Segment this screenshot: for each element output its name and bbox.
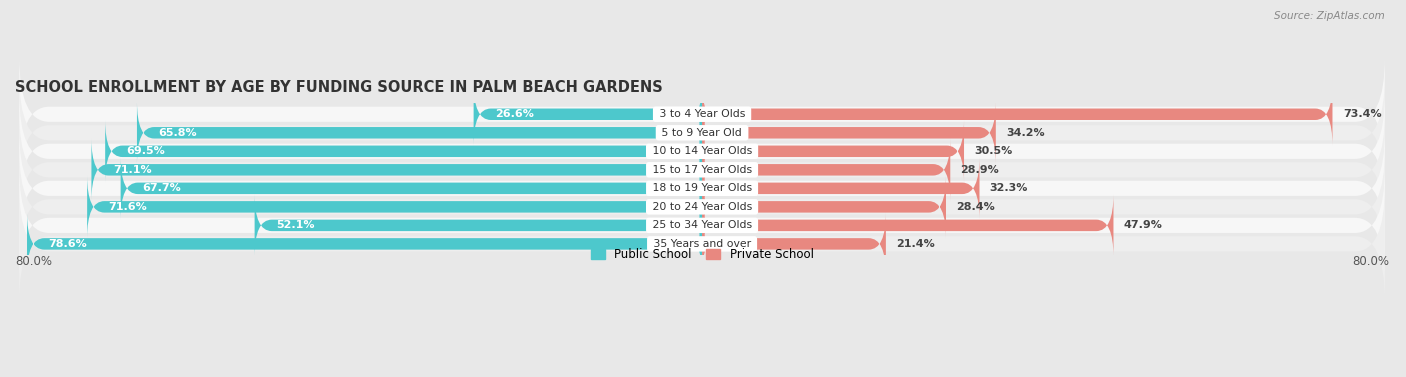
Text: 69.5%: 69.5% xyxy=(127,146,166,156)
FancyBboxPatch shape xyxy=(702,101,995,164)
Text: 73.4%: 73.4% xyxy=(1343,109,1382,119)
Text: 15 to 17 Year Olds: 15 to 17 Year Olds xyxy=(648,165,755,175)
Text: 35 Years and over: 35 Years and over xyxy=(650,239,755,249)
Text: 71.1%: 71.1% xyxy=(112,165,152,175)
Legend: Public School, Private School: Public School, Private School xyxy=(585,242,820,267)
Text: 20 to 24 Year Olds: 20 to 24 Year Olds xyxy=(648,202,755,212)
FancyBboxPatch shape xyxy=(254,194,702,257)
FancyBboxPatch shape xyxy=(91,138,702,201)
Text: 28.4%: 28.4% xyxy=(956,202,995,212)
FancyBboxPatch shape xyxy=(702,194,1114,257)
FancyBboxPatch shape xyxy=(20,113,1385,227)
Text: 67.7%: 67.7% xyxy=(142,183,181,193)
FancyBboxPatch shape xyxy=(20,131,1385,245)
FancyBboxPatch shape xyxy=(87,176,702,238)
FancyBboxPatch shape xyxy=(20,150,1385,264)
FancyBboxPatch shape xyxy=(702,176,946,238)
FancyBboxPatch shape xyxy=(20,94,1385,208)
Text: 71.6%: 71.6% xyxy=(108,202,148,212)
Text: 3 to 4 Year Olds: 3 to 4 Year Olds xyxy=(655,109,748,119)
Text: 80.0%: 80.0% xyxy=(1353,255,1389,268)
Text: 30.5%: 30.5% xyxy=(974,146,1012,156)
Text: 34.2%: 34.2% xyxy=(1007,128,1045,138)
Text: 28.9%: 28.9% xyxy=(960,165,1000,175)
Text: 78.6%: 78.6% xyxy=(48,239,87,249)
Text: Source: ZipAtlas.com: Source: ZipAtlas.com xyxy=(1274,11,1385,21)
FancyBboxPatch shape xyxy=(20,57,1385,172)
Text: 25 to 34 Year Olds: 25 to 34 Year Olds xyxy=(648,221,755,230)
Text: 47.9%: 47.9% xyxy=(1123,221,1163,230)
FancyBboxPatch shape xyxy=(702,138,950,201)
Text: 5 to 9 Year Old: 5 to 9 Year Old xyxy=(658,128,745,138)
Text: 18 to 19 Year Olds: 18 to 19 Year Olds xyxy=(648,183,755,193)
FancyBboxPatch shape xyxy=(702,120,965,182)
FancyBboxPatch shape xyxy=(121,157,702,220)
FancyBboxPatch shape xyxy=(136,101,702,164)
FancyBboxPatch shape xyxy=(474,83,702,146)
Text: 32.3%: 32.3% xyxy=(990,183,1028,193)
Text: 26.6%: 26.6% xyxy=(495,109,534,119)
FancyBboxPatch shape xyxy=(20,187,1385,301)
Text: 10 to 14 Year Olds: 10 to 14 Year Olds xyxy=(648,146,755,156)
FancyBboxPatch shape xyxy=(20,168,1385,283)
FancyBboxPatch shape xyxy=(702,213,886,275)
Text: 52.1%: 52.1% xyxy=(276,221,315,230)
FancyBboxPatch shape xyxy=(702,83,1333,146)
Text: 80.0%: 80.0% xyxy=(15,255,52,268)
FancyBboxPatch shape xyxy=(27,213,702,275)
FancyBboxPatch shape xyxy=(20,75,1385,190)
Text: SCHOOL ENROLLMENT BY AGE BY FUNDING SOURCE IN PALM BEACH GARDENS: SCHOOL ENROLLMENT BY AGE BY FUNDING SOUR… xyxy=(15,80,662,95)
FancyBboxPatch shape xyxy=(702,157,980,220)
Text: 21.4%: 21.4% xyxy=(896,239,935,249)
FancyBboxPatch shape xyxy=(105,120,702,182)
Text: 65.8%: 65.8% xyxy=(159,128,197,138)
